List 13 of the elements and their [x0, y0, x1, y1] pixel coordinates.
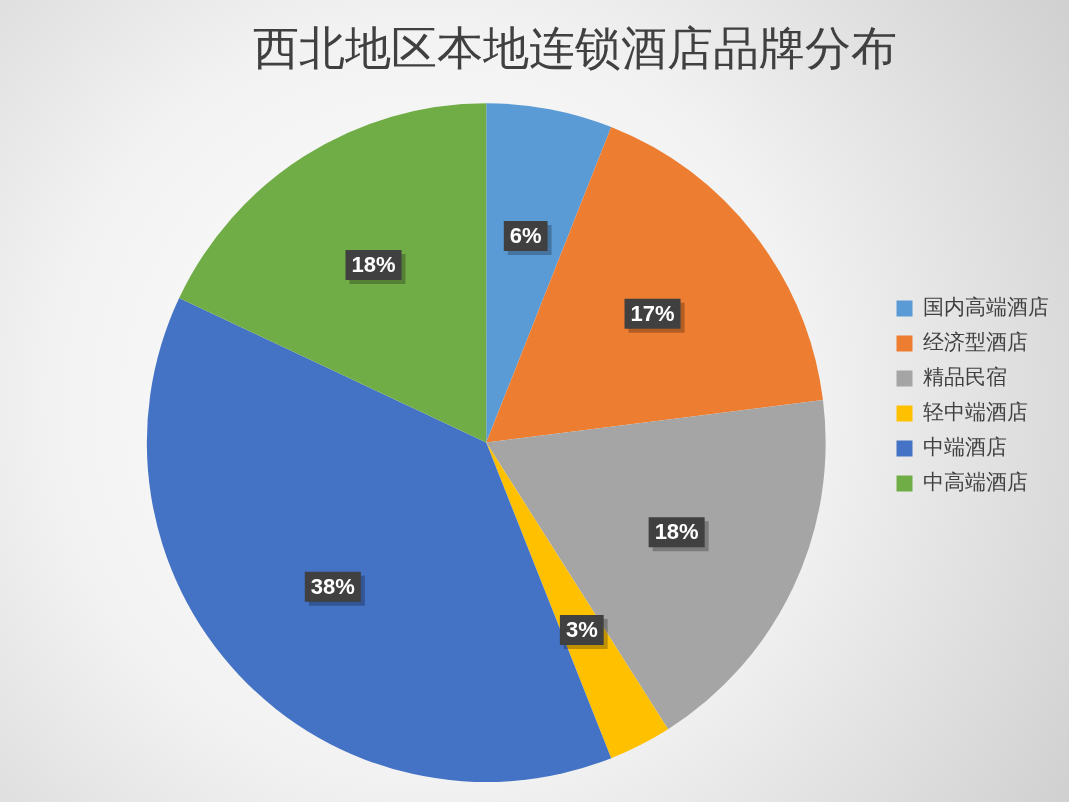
data-label: 18%: [654, 519, 699, 545]
data-label: 6%: [509, 222, 542, 248]
legend-label: 中端酒店: [923, 434, 1007, 459]
data-label: 3%: [565, 617, 598, 643]
legend-label: 经济型酒店: [923, 329, 1028, 354]
data-label: 17%: [630, 300, 675, 326]
data-label: 38%: [310, 573, 355, 599]
legend-label: 轻中端酒店: [923, 399, 1028, 424]
legend-label: 精品民宿: [923, 364, 1007, 389]
data-label: 18%: [351, 251, 396, 277]
legend-label: 国内高端酒店: [923, 294, 1049, 319]
chart-title: 西北地区本地连锁酒店品牌分布: [252, 20, 897, 75]
legend-label: 中高端酒店: [923, 469, 1028, 494]
